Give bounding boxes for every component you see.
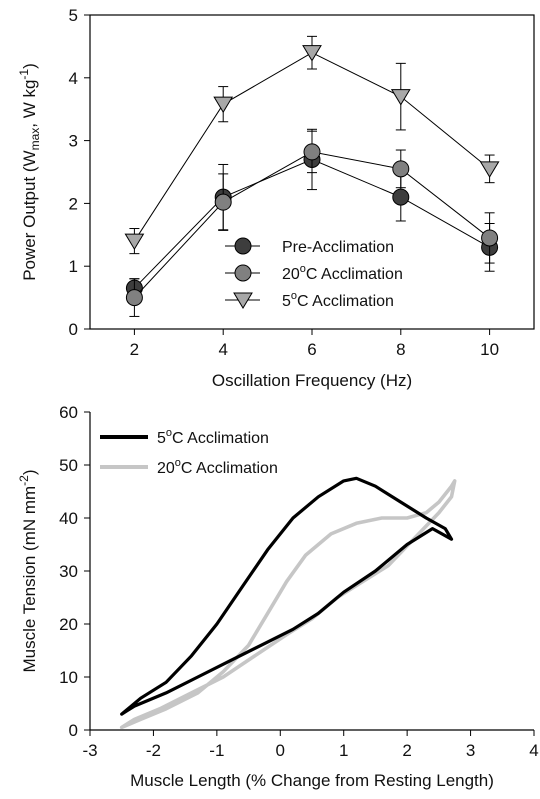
top-y-tick-label: 5 <box>69 6 78 25</box>
bottom-y-tick-label: 10 <box>59 668 78 687</box>
top-y-tick-label: 4 <box>69 69 78 88</box>
top-legend: Pre-Acclimation 20oC Acclimation 5oC Acc… <box>225 237 403 310</box>
top-series-layer <box>124 35 500 317</box>
legend-marker-circle <box>234 264 252 282</box>
data-point-circle <box>214 193 232 211</box>
top-x-tick-label: 4 <box>218 340 227 359</box>
top-x-tick-label: 8 <box>396 340 405 359</box>
top-y-tick-label: 1 <box>69 257 78 276</box>
legend-label: 5oC Acclimation <box>282 290 394 310</box>
legend-item-5c-acclimation: 5oC Acclimation <box>225 290 394 310</box>
bottom-x-tick-label: 1 <box>339 741 348 760</box>
data-point-triangle <box>124 233 145 251</box>
legend-item-5c-acclimation-trace: 5oC Acclimation <box>100 427 269 447</box>
bottom-x-tick-label: 0 <box>276 741 285 760</box>
top-y-tick-label: 3 <box>69 132 78 151</box>
legend-marker-circle <box>234 237 252 255</box>
bottom-legend: 5oC Acclimation 20oC Acclimation <box>100 427 278 477</box>
bottom-x-tick-label: -2 <box>146 741 161 760</box>
data-point-triangle <box>479 161 500 178</box>
data-point-triangle <box>302 45 322 62</box>
top-x-tick-label: 10 <box>480 340 499 359</box>
bottom-y-tick-label: 40 <box>59 509 78 528</box>
legend-label: 5oC Acclimation <box>157 427 269 447</box>
bottom-y-tick-label: 0 <box>69 721 78 740</box>
top-x-tick-label: 2 <box>130 340 139 359</box>
data-point-circle <box>392 160 410 178</box>
data-point-circle <box>125 289 143 307</box>
legend-marker-triangle <box>233 292 253 309</box>
bottom-y-tick-label: 30 <box>59 562 78 581</box>
legend-item-pre-acclimation: Pre-Acclimation <box>225 237 394 256</box>
data-point-triangle <box>390 89 411 106</box>
top-series-2 <box>124 35 500 255</box>
bottom-x-axis-label: Muscle Length (% Change from Resting Len… <box>130 771 494 790</box>
data-point-triangle <box>213 96 234 114</box>
bottom-x-tick-label: 4 <box>529 741 538 760</box>
bottom-series-layer <box>119 476 457 730</box>
legend-label: 20oC Acclimation <box>282 263 403 283</box>
legend-item-20c-acclimation-trace: 20oC Acclimation <box>100 457 278 477</box>
bottom-x-tick-label: 3 <box>466 741 475 760</box>
data-point-circle <box>481 229 499 247</box>
work-loop-trace-1 <box>119 479 457 730</box>
top-y-tick-label: 0 <box>69 320 78 339</box>
top-series-1 <box>125 130 499 317</box>
work-loop-trace-0 <box>120 476 454 716</box>
bottom-y-axis-label: Muscle Tension (mN mm-2) <box>17 469 39 672</box>
top-y-axis-label: Power Output (Wmax, W kg-1) <box>17 63 42 281</box>
top-x-tick-label: 6 <box>307 340 316 359</box>
legend-label: Pre-Acclimation <box>282 239 394 256</box>
bottom-x-tick-label: -3 <box>82 741 97 760</box>
bottom-y-tick-label: 50 <box>59 456 78 475</box>
bottom-x-tick-label: -1 <box>209 741 224 760</box>
data-point-circle <box>392 188 410 206</box>
data-point-circle <box>303 143 321 161</box>
top-x-axis-label: Oscillation Frequency (Hz) <box>212 371 412 390</box>
bottom-y-tick-label: 20 <box>59 615 78 634</box>
top-axis-ticks: 2 4 6 8 10 0 1 2 3 4 5 <box>69 6 500 359</box>
legend-label: 20oC Acclimation <box>157 457 278 477</box>
legend-item-20c-acclimation: 20oC Acclimation <box>225 263 403 283</box>
bottom-x-tick-label: 2 <box>402 741 411 760</box>
bottom-y-tick-label: 60 <box>59 403 78 422</box>
top-y-tick-label: 2 <box>69 194 78 213</box>
